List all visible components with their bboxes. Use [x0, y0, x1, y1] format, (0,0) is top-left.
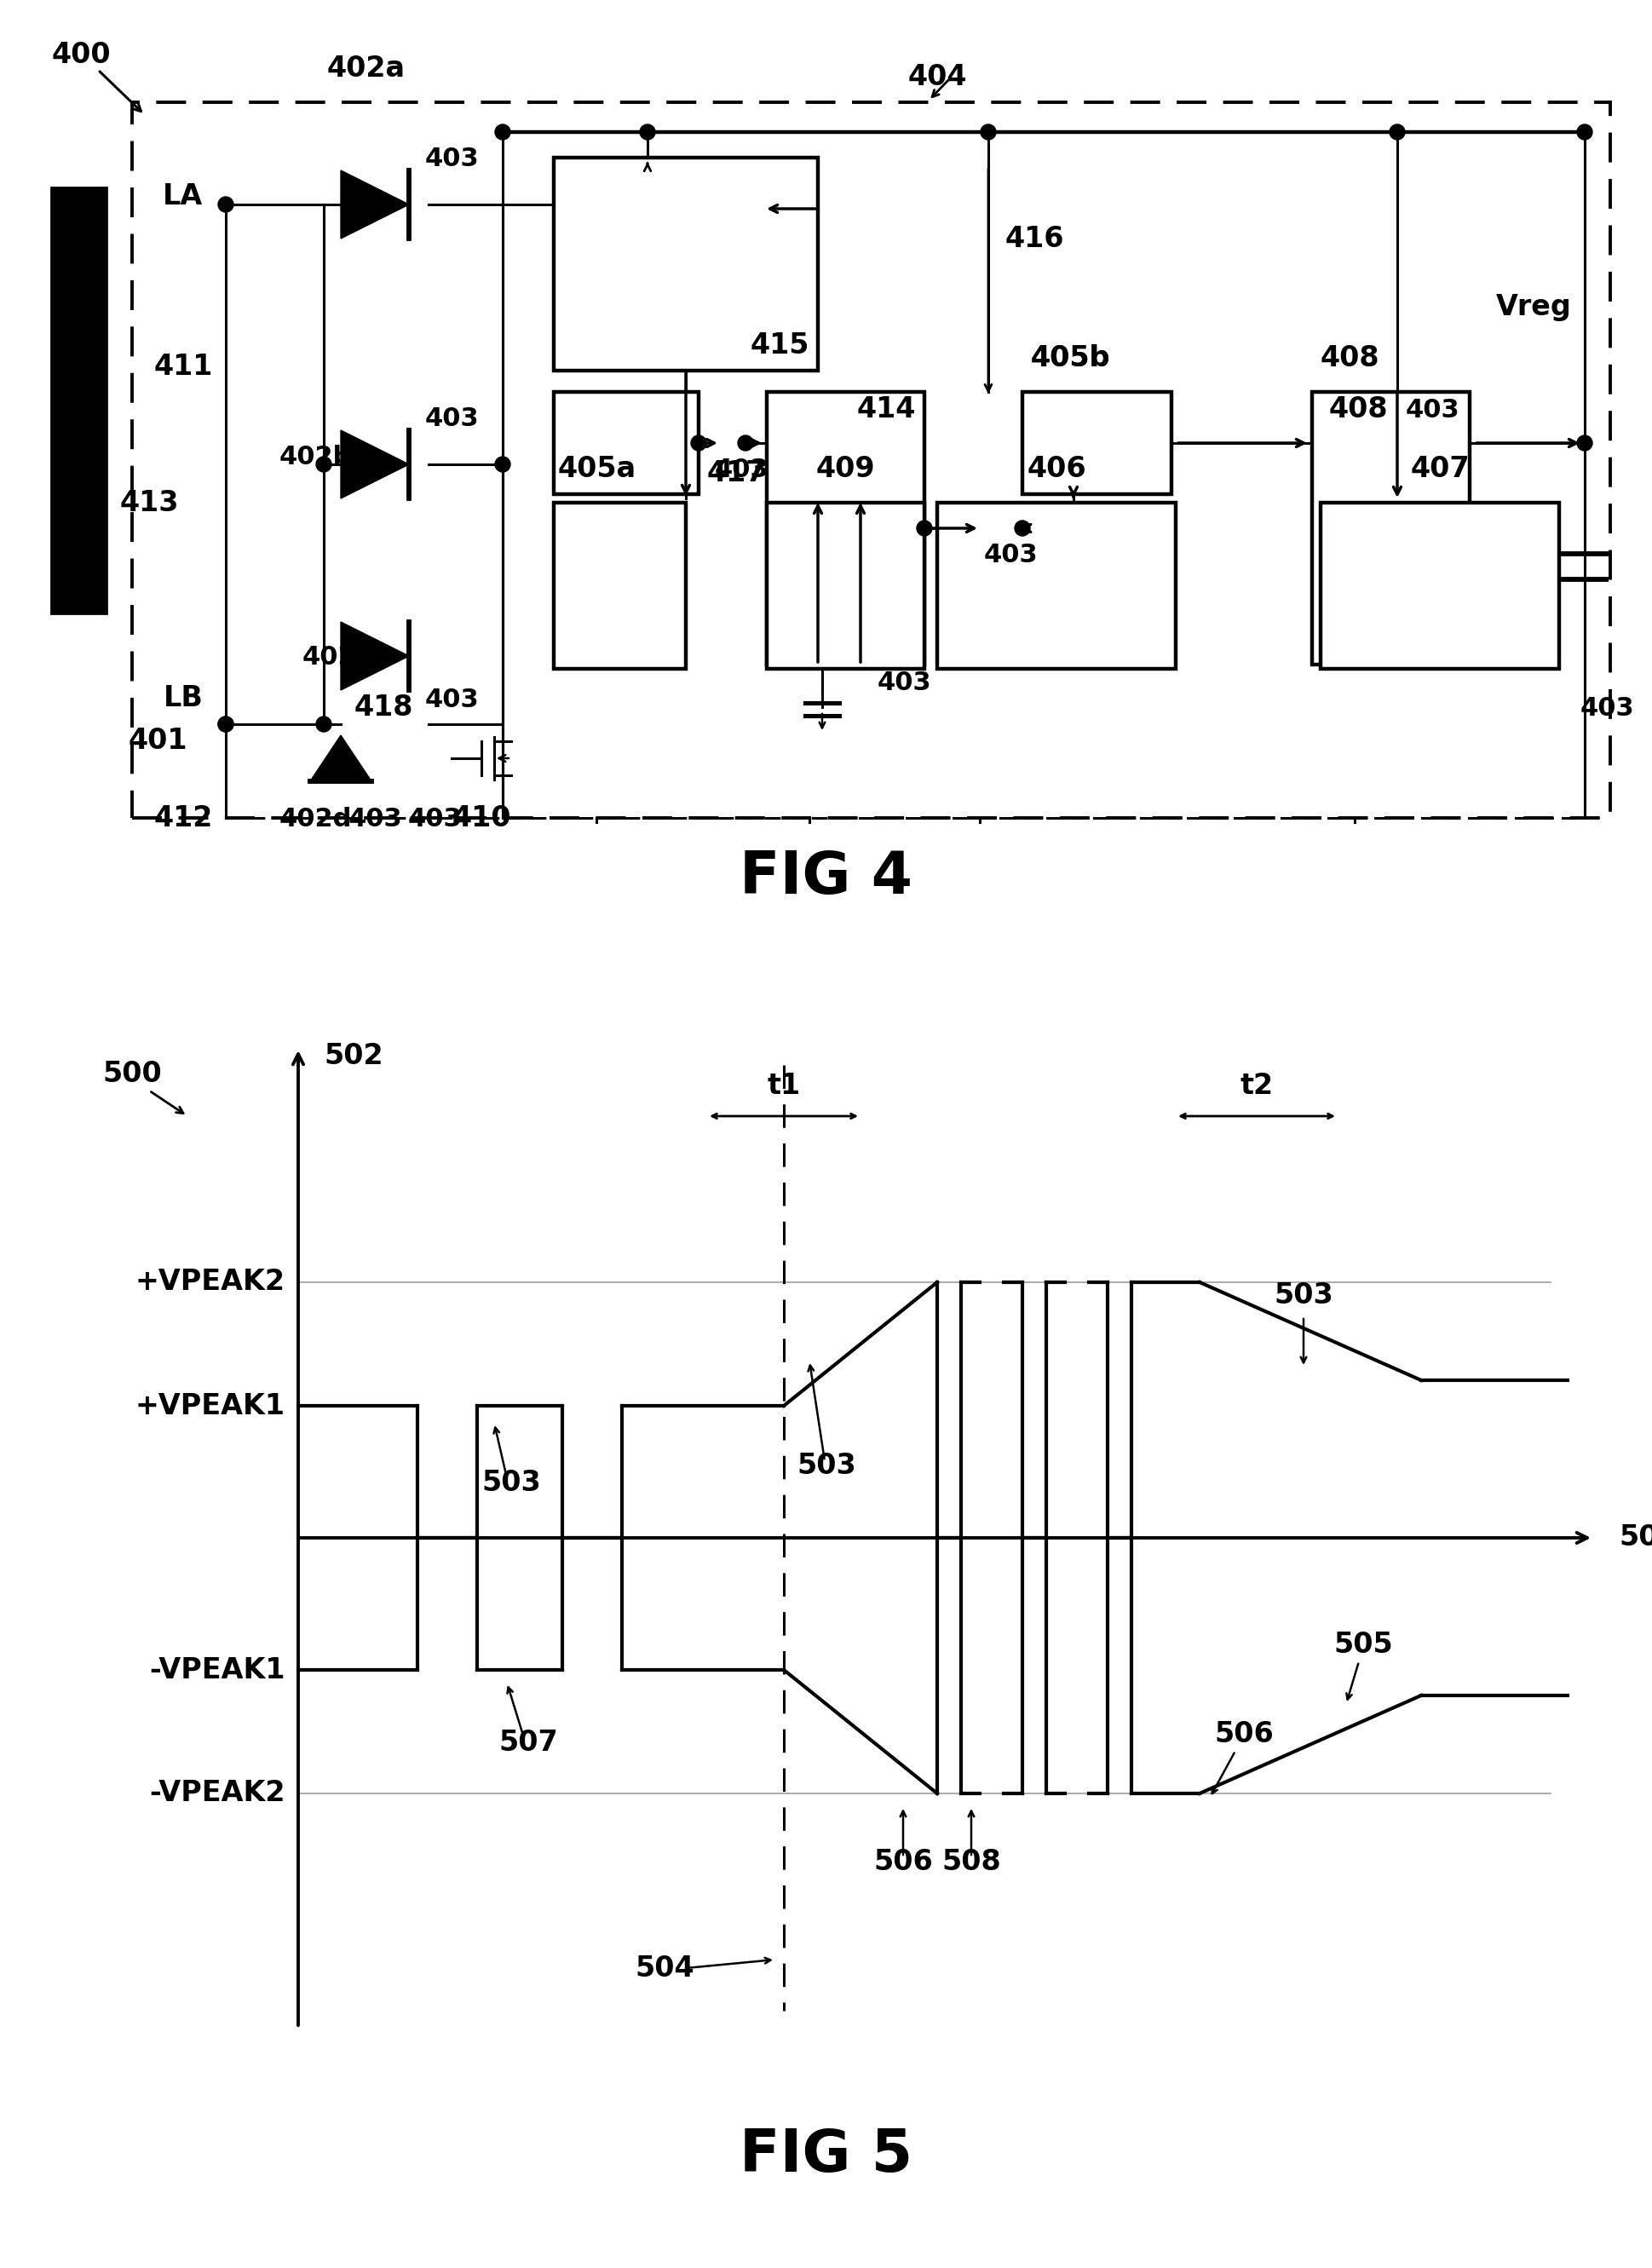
Polygon shape: [340, 170, 408, 238]
Circle shape: [691, 435, 705, 451]
Text: 402b: 402b: [279, 445, 352, 469]
Text: 503: 503: [1274, 1281, 1333, 1309]
Text: 403: 403: [983, 542, 1037, 567]
Circle shape: [316, 456, 332, 472]
Text: 403: 403: [425, 147, 479, 172]
Circle shape: [1576, 435, 1591, 451]
Text: 500: 500: [102, 1059, 162, 1089]
Circle shape: [737, 435, 753, 451]
Text: 403: 403: [1579, 696, 1634, 721]
Bar: [132, 102, 1609, 819]
Circle shape: [494, 125, 510, 141]
Text: 402c: 402c: [302, 644, 372, 669]
Text: 412: 412: [154, 805, 213, 832]
Polygon shape: [311, 735, 372, 780]
Text: -VPEAK1: -VPEAK1: [149, 1656, 286, 1683]
Text: 414: 414: [856, 395, 915, 424]
Circle shape: [218, 717, 233, 733]
Text: 403: 403: [877, 671, 932, 696]
Text: +VPEAK1: +VPEAK1: [135, 1393, 286, 1420]
Text: 403: 403: [425, 687, 479, 712]
Text: 503: 503: [481, 1470, 540, 1497]
Text: 403: 403: [406, 807, 461, 832]
Text: +VPEAK2: +VPEAK2: [135, 1268, 286, 1297]
Text: 402d: 402d: [279, 807, 352, 832]
Text: LB: LB: [164, 685, 203, 712]
Text: 415: 415: [750, 331, 809, 361]
Text: 508: 508: [942, 1848, 1001, 1876]
Text: 506: 506: [872, 1848, 932, 1876]
Text: 417: 417: [707, 458, 767, 488]
Text: 409: 409: [816, 456, 876, 483]
Text: 408: 408: [1320, 345, 1379, 372]
Text: 408: 408: [1328, 395, 1388, 424]
Text: 403: 403: [347, 807, 401, 832]
Polygon shape: [340, 621, 408, 689]
Text: 406: 406: [1026, 456, 1085, 483]
Circle shape: [917, 522, 932, 535]
Text: 403: 403: [714, 458, 768, 483]
Text: FIG 4: FIG 4: [740, 848, 912, 907]
Text: 402a: 402a: [327, 54, 405, 82]
Circle shape: [494, 456, 510, 472]
Text: 405b: 405b: [1031, 345, 1110, 372]
Circle shape: [316, 717, 332, 733]
Text: 504: 504: [634, 1955, 694, 1982]
Circle shape: [218, 717, 233, 733]
Text: 505: 505: [1333, 1631, 1393, 1658]
Circle shape: [1014, 522, 1029, 535]
Text: 401: 401: [127, 728, 187, 755]
Text: 403: 403: [425, 406, 479, 431]
Bar: [553, 503, 686, 669]
Bar: [51, 188, 106, 612]
Text: 413: 413: [119, 488, 178, 517]
Text: 416: 416: [1004, 225, 1064, 254]
Text: 407: 407: [1409, 456, 1469, 483]
Circle shape: [980, 125, 996, 141]
Bar: [1312, 392, 1469, 665]
Text: 400: 400: [51, 41, 111, 70]
Polygon shape: [340, 431, 408, 499]
Bar: [937, 503, 1175, 669]
Text: 404: 404: [907, 64, 966, 91]
Text: FIG 5: FIG 5: [740, 2127, 912, 2184]
Text: t2: t2: [1239, 1073, 1272, 1100]
Text: 403: 403: [1406, 397, 1459, 422]
Text: 507: 507: [499, 1728, 558, 1758]
Circle shape: [639, 125, 654, 141]
Text: 503: 503: [796, 1452, 856, 1481]
Bar: [553, 392, 699, 494]
Text: 410: 410: [451, 805, 510, 832]
Bar: [767, 503, 923, 669]
Text: 405a: 405a: [558, 456, 636, 483]
Bar: [1320, 503, 1558, 669]
Text: 418: 418: [354, 694, 413, 721]
Circle shape: [1576, 125, 1591, 141]
Circle shape: [1389, 125, 1404, 141]
Text: LA: LA: [164, 181, 203, 211]
Text: -VPEAK2: -VPEAK2: [149, 1780, 286, 1808]
Text: 405b: 405b: [1031, 345, 1110, 372]
Bar: [767, 392, 923, 665]
Text: 411: 411: [154, 352, 213, 381]
Text: t1: t1: [767, 1073, 800, 1100]
Text: 501: 501: [1617, 1524, 1652, 1551]
Text: 506: 506: [1214, 1719, 1274, 1749]
Text: Vreg: Vreg: [1495, 293, 1571, 322]
Text: 502: 502: [324, 1043, 383, 1070]
Bar: [553, 156, 818, 370]
Bar: [1023, 392, 1171, 494]
Circle shape: [218, 197, 233, 213]
